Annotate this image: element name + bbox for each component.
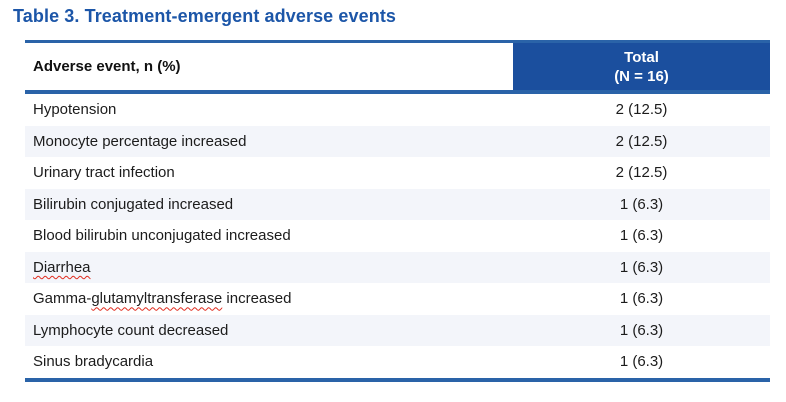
adverse-event-label: Gamma-glutamyltransferase increased bbox=[25, 283, 513, 315]
table-row: Monocyte percentage increased 2 (12.5) bbox=[25, 125, 770, 158]
table-row: Blood bilirubin unconjugated increased 1 … bbox=[25, 220, 770, 252]
adverse-event-label: Diarrhea bbox=[25, 252, 513, 284]
table-top-border bbox=[25, 40, 770, 43]
misspelled-text: glutamyltransferase bbox=[91, 290, 223, 308]
adverse-events-table: Adverse event, n (%) Total (N = 16) Hypo… bbox=[25, 40, 770, 382]
event-count-value: 1 (6.3) bbox=[619, 321, 664, 339]
misspelled-text: Diarrhea bbox=[33, 258, 91, 276]
table-header-row: Adverse event, n (%) Total (N = 16) bbox=[25, 43, 770, 90]
event-count-value: 1 (6.3) bbox=[619, 227, 664, 245]
event-count-value: 1 (6.3) bbox=[619, 258, 664, 276]
table-row: Lymphocyte count decreased 1 (6.3) bbox=[25, 314, 770, 347]
event-text: Monocyte percentage increased bbox=[33, 132, 247, 150]
table-row: Hypotension 2 (12.5) bbox=[25, 94, 770, 126]
table-body: Hypotension 2 (12.5) Monocyte percentage i… bbox=[25, 94, 770, 378]
column-header-adverse-event: Adverse event, n (%) bbox=[25, 43, 513, 90]
event-text: Hypotension bbox=[33, 101, 117, 119]
table-row: Sinus bradycardia 1 (6.3) bbox=[25, 346, 770, 378]
adverse-event-label: Urinary tract infection bbox=[25, 157, 513, 189]
adverse-event-label: Bilirubin conjugated increased bbox=[25, 189, 513, 221]
header-divider bbox=[25, 90, 770, 94]
table-row: Bilirubin conjugated increased 1 (6.3) bbox=[25, 188, 770, 221]
event-count-value: 2 (12.5) bbox=[615, 164, 668, 182]
event-count-value: 1 (6.3) bbox=[619, 353, 664, 371]
table-row: Urinary tract infection 2 (12.5) bbox=[25, 157, 770, 189]
adverse-event-label: Blood bilirubin unconjugated increased bbox=[25, 220, 513, 252]
table-row: Diarrhea 1 (6.3) bbox=[25, 251, 770, 284]
adverse-event-label: Hypotension bbox=[25, 94, 513, 126]
event-text: Gamma- bbox=[33, 290, 92, 308]
adverse-event-label: Sinus bradycardia bbox=[25, 346, 513, 378]
total-header-line1: Total bbox=[624, 48, 659, 66]
event-count-value: 2 (12.5) bbox=[615, 132, 668, 150]
event-text: Blood bilirubin unconjugated increased bbox=[33, 227, 291, 245]
table-bottom-border bbox=[25, 377, 770, 382]
event-count-value: 1 (6.3) bbox=[619, 195, 664, 213]
event-text: Bilirubin conjugated increased bbox=[33, 195, 234, 213]
event-text: Urinary tract infection bbox=[33, 164, 175, 182]
column-header-total: Total (N = 16) bbox=[513, 43, 770, 90]
table-row: Gamma-glutamyltransferase increased 1 (6.… bbox=[25, 283, 770, 315]
event-text: Lymphocyte count decreased bbox=[33, 321, 229, 339]
total-header-line2: (N = 16) bbox=[614, 67, 669, 85]
adverse-event-label: Lymphocyte count decreased bbox=[25, 315, 513, 347]
event-text: Sinus bradycardia bbox=[33, 353, 154, 371]
table-title: Table 3. Treatment-emergent adverse even… bbox=[13, 6, 397, 26]
adverse-event-label: Monocyte percentage increased bbox=[25, 126, 513, 158]
event-count-value: 1 (6.3) bbox=[619, 290, 664, 308]
event-text: increased bbox=[222, 290, 292, 308]
event-count-value: 2 (12.5) bbox=[615, 101, 668, 119]
